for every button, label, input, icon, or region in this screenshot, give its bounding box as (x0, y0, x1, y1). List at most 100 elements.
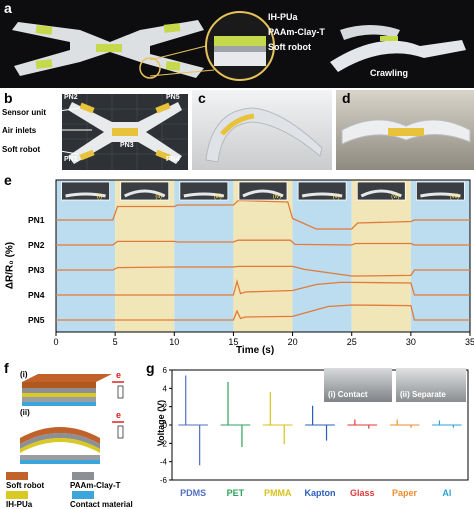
e-region-1 (115, 180, 175, 332)
pn4-label: PN4 (166, 156, 180, 163)
panel-b-label: b (4, 90, 13, 106)
e-region-6 (410, 180, 470, 332)
panel-a-label: a (4, 0, 12, 16)
e-stage-label: (iii) (214, 194, 222, 200)
g-category-label-glass: Glass (350, 488, 375, 498)
e-series-label-pn3: PN3 (28, 265, 45, 275)
e-axes-frame (55, 179, 471, 333)
g-voltage-spikes (178, 375, 462, 466)
crawling-caption: Crawling (370, 68, 409, 78)
e-x-tick-label: 20 (288, 337, 298, 347)
e-stage-inset-robot (65, 192, 106, 198)
legend-swatch-paam (72, 472, 94, 480)
f-electron-top: e (116, 370, 122, 380)
layer-label-ihpua: IH-PUa (268, 12, 298, 22)
e-series-lines (56, 199, 470, 321)
panel-f-label: f (4, 360, 9, 376)
g-category-label-kapton: Kapton (304, 488, 336, 498)
e-stage-label: (vi) (391, 194, 399, 200)
e-region-2 (174, 180, 234, 332)
g-y-ticks: -6 -4 -2 0 2 4 6 (160, 366, 172, 485)
g-category-label-pmma: PMMA (263, 488, 292, 498)
pn1-label: PN1 (64, 156, 78, 163)
e-plot-border (55, 179, 471, 333)
g-y-tick-label: -6 (160, 476, 168, 485)
e-stage-insets: (i) (ii) (iii) (iv) (v) (vi) (vii) (61, 181, 465, 201)
e-stage-inset-robot (301, 192, 343, 198)
e-series-line-pn2 (56, 239, 470, 246)
robot-right-crawling (330, 25, 466, 72)
panel-e-label: e (4, 172, 12, 188)
f-schematic (20, 374, 124, 464)
panel-e: e 0 5 10 15 20 25 30 35 (i) (ii) (iii) (iv) (v) (vi)… (0, 172, 474, 360)
callout-soft-robot: Soft robot (2, 145, 41, 154)
f-electron-bottom: e (116, 410, 122, 420)
g-y-tick-label: -2 (160, 439, 168, 448)
e-stage-label: (i) (97, 194, 102, 200)
e-shaded-regions (56, 180, 470, 332)
pn3-label: PN3 (120, 142, 134, 149)
layer-label-paam: PAAm-Clay-T (268, 27, 325, 37)
e-x-tick-label: 35 (465, 337, 474, 347)
e-x-ticks: 0 5 10 15 20 25 30 35 (53, 332, 474, 347)
panel-g: g -6 -4 -2 0 2 4 6 Voltage (V) (i) Contact (ii… (142, 360, 474, 505)
f-stack-flat (22, 374, 112, 406)
layer-label-soft-robot: Soft robot (268, 42, 311, 52)
chart-g: -6 -4 -2 0 2 4 6 (160, 366, 469, 485)
e-x-tick-label: 30 (406, 337, 416, 347)
g-category-label-paper: Paper (392, 488, 418, 498)
e-stage-inset-robot (420, 192, 461, 198)
e-region-3 (233, 180, 293, 332)
panel-c: c (192, 90, 332, 170)
legend-paam: PAAm-Clay-T (70, 481, 121, 490)
legend-soft-robot: Soft robot (6, 481, 45, 490)
panel-g-label: g (146, 360, 155, 376)
e-series-label-pn4: PN4 (28, 290, 45, 300)
legend-swatch-contact (72, 491, 94, 499)
e-series-label-pn2: PN2 (28, 240, 45, 250)
panel-f: f (i) (ii) e e Soft robot PAAm-Clay-T IH… (0, 360, 140, 509)
g-y-tick-label: 6 (163, 366, 168, 375)
e-series-label-pn5: PN5 (28, 315, 45, 325)
f-sub-label-ii: (ii) (20, 408, 30, 417)
e-stage-inset-robot (124, 189, 166, 198)
g-y-tick-label: 4 (163, 384, 168, 393)
g-inset-label-separate: (ii) Separate (400, 390, 446, 399)
e-series-line-pn1 (56, 199, 470, 230)
pn2-label: PN2 (64, 94, 78, 101)
robot-b (62, 94, 188, 170)
e-stage-inset-robot (360, 189, 402, 198)
e-stage-label: (v) (333, 194, 340, 200)
panel-d: d (336, 90, 474, 170)
robot-c-bend (205, 107, 323, 163)
e-stage-label: (iv) (273, 194, 281, 200)
legend-swatch-ihpua (6, 491, 28, 499)
e-stage-inset-photo (61, 181, 110, 201)
e-stage-label: (vii) (450, 194, 460, 200)
e-region-0 (56, 180, 116, 332)
robot-left-body (12, 20, 204, 78)
chart-e: 0 5 10 15 20 25 30 35 (i) (ii) (iii) (iv) (v) (vi) (v… (53, 179, 474, 347)
robot-d (341, 119, 471, 145)
callout-arrows (47, 107, 92, 155)
e-x-tick-label: 15 (228, 337, 238, 347)
panel-a: a IH-PUa PAAm-Clay-T Soft robot Crawling (0, 0, 474, 88)
g-y-tick-label: -4 (160, 458, 168, 467)
e-region-4 (292, 180, 352, 332)
f-sub-label-i: (i) (20, 370, 28, 379)
callout-sensor-unit: Sensor unit (2, 108, 47, 117)
callout-air-inlets: Air inlets (2, 126, 37, 135)
g-y-tick-label: 2 (163, 403, 168, 412)
panel-b: b Sensor unit Air inlets Soft robot PN2 … (0, 90, 190, 170)
f-stack-bent (20, 427, 100, 464)
e-series-line-pn3 (56, 265, 470, 277)
e-series-label-pn1: PN1 (28, 215, 45, 225)
robot-x-left (12, 11, 466, 81)
e-region-5 (351, 180, 411, 332)
g-ylabel: Voltage (V) (156, 399, 166, 447)
g-category-label-al: Al (442, 488, 452, 498)
g-category-label-pdms: PDMS (180, 488, 207, 498)
panel-c-label: c (198, 90, 206, 106)
legend-swatch-soft-robot (6, 472, 28, 480)
e-stage-label: (ii) (155, 194, 162, 200)
